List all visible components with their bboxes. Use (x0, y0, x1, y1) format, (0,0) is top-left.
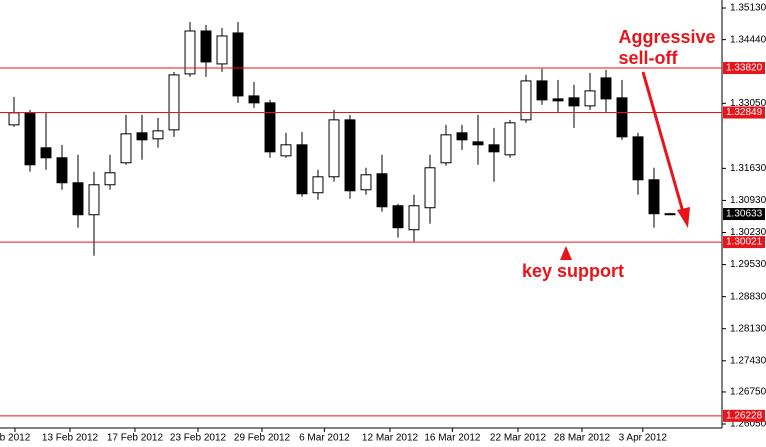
candle-body (216, 35, 228, 65)
candle-body (472, 141, 484, 146)
x-tick-label: 22 Mar 2012 (490, 433, 547, 444)
x-tick-label: 29 Feb 2012 (234, 433, 291, 444)
level-label-box (723, 62, 765, 75)
candle-body (424, 167, 436, 209)
y-tick-label: 1.26050 (730, 419, 766, 430)
level-label: 1.30021 (726, 237, 763, 248)
x-tick-label: 3 Apr 2012 (619, 433, 668, 444)
candle-body (488, 144, 500, 153)
y-tick-label: 1.34440 (730, 34, 766, 45)
candle-body (376, 173, 388, 208)
price-label: 1.30633 (726, 209, 763, 220)
y-tick-label: 1.27430 (730, 355, 766, 366)
x-tick-label: b 2012 (0, 433, 31, 444)
candle-body (232, 32, 244, 97)
candle-body (648, 179, 660, 215)
level-label-box (723, 236, 765, 249)
level-label-box (723, 106, 765, 119)
candle-body (616, 97, 628, 138)
candle-body (152, 130, 164, 140)
level-label: 1.26228 (726, 410, 763, 421)
candle-body (120, 133, 132, 164)
candle-body (632, 136, 644, 181)
x-tick-label: 13 Feb 2012 (42, 433, 99, 444)
y-tick-label: 1.33050 (730, 98, 766, 109)
y-tick-label: 1.31630 (730, 163, 766, 174)
level-label: 1.32849 (726, 107, 763, 118)
candle-body (392, 205, 404, 229)
price-label-box (723, 208, 765, 221)
candle-body (8, 112, 20, 126)
annotation: sell-off (618, 48, 678, 68)
y-tick-label: 1.28130 (730, 323, 766, 334)
candle-body (408, 205, 420, 231)
candle-body (312, 176, 324, 194)
y-tick-label: 1.30930 (730, 195, 766, 206)
x-tick-label: 17 Feb 2012 (107, 433, 164, 444)
candle-body (664, 213, 676, 216)
annotation: key support (522, 261, 624, 281)
candle-body (24, 112, 36, 166)
candle-body (504, 122, 516, 156)
annotation-arrow (641, 71, 685, 213)
candle-body (552, 98, 564, 102)
x-tick-label: 16 Mar 2012 (424, 433, 481, 444)
candle-body (248, 95, 260, 104)
candle-body (168, 74, 180, 131)
candle-body (344, 119, 356, 192)
candle-body (456, 132, 468, 141)
candle-body (360, 174, 372, 191)
candle-body (184, 30, 196, 75)
level-label-box (723, 409, 765, 422)
annotation-arrowhead (677, 207, 690, 228)
y-tick-label: 1.30230 (730, 227, 766, 238)
candle-body (56, 157, 68, 184)
candle-body (440, 134, 452, 164)
y-tick-label: 1.28830 (730, 291, 766, 302)
candle-body (136, 132, 148, 141)
candle-body (520, 80, 532, 121)
annotation: Aggressive (618, 27, 715, 47)
y-tick-label: 1.29530 (730, 259, 766, 270)
x-tick-label: 23 Feb 2012 (170, 433, 227, 444)
x-tick-label: 28 Mar 2012 (554, 433, 611, 444)
candle-body (104, 172, 116, 186)
candle-body (328, 119, 340, 178)
candle-body (600, 77, 612, 100)
candle-body (40, 147, 52, 159)
candle-body (200, 30, 212, 63)
candle-body (536, 80, 548, 101)
candle-body (296, 144, 308, 195)
y-tick-label: 1.35130 (730, 3, 766, 14)
level-label: 1.33820 (726, 63, 763, 74)
candle-body (72, 182, 84, 216)
candle-body (584, 90, 596, 107)
candle-body (264, 102, 276, 153)
x-tick-label: 12 Mar 2012 (362, 433, 419, 444)
plot-area (8, 21, 676, 256)
annotation-arrowhead (560, 246, 572, 260)
candle-body (280, 144, 292, 157)
candle-body (88, 184, 100, 216)
y-tick-label: 1.26750 (730, 387, 766, 398)
candle-body (568, 97, 580, 107)
x-tick-label: 6 Mar 2012 (299, 433, 350, 444)
